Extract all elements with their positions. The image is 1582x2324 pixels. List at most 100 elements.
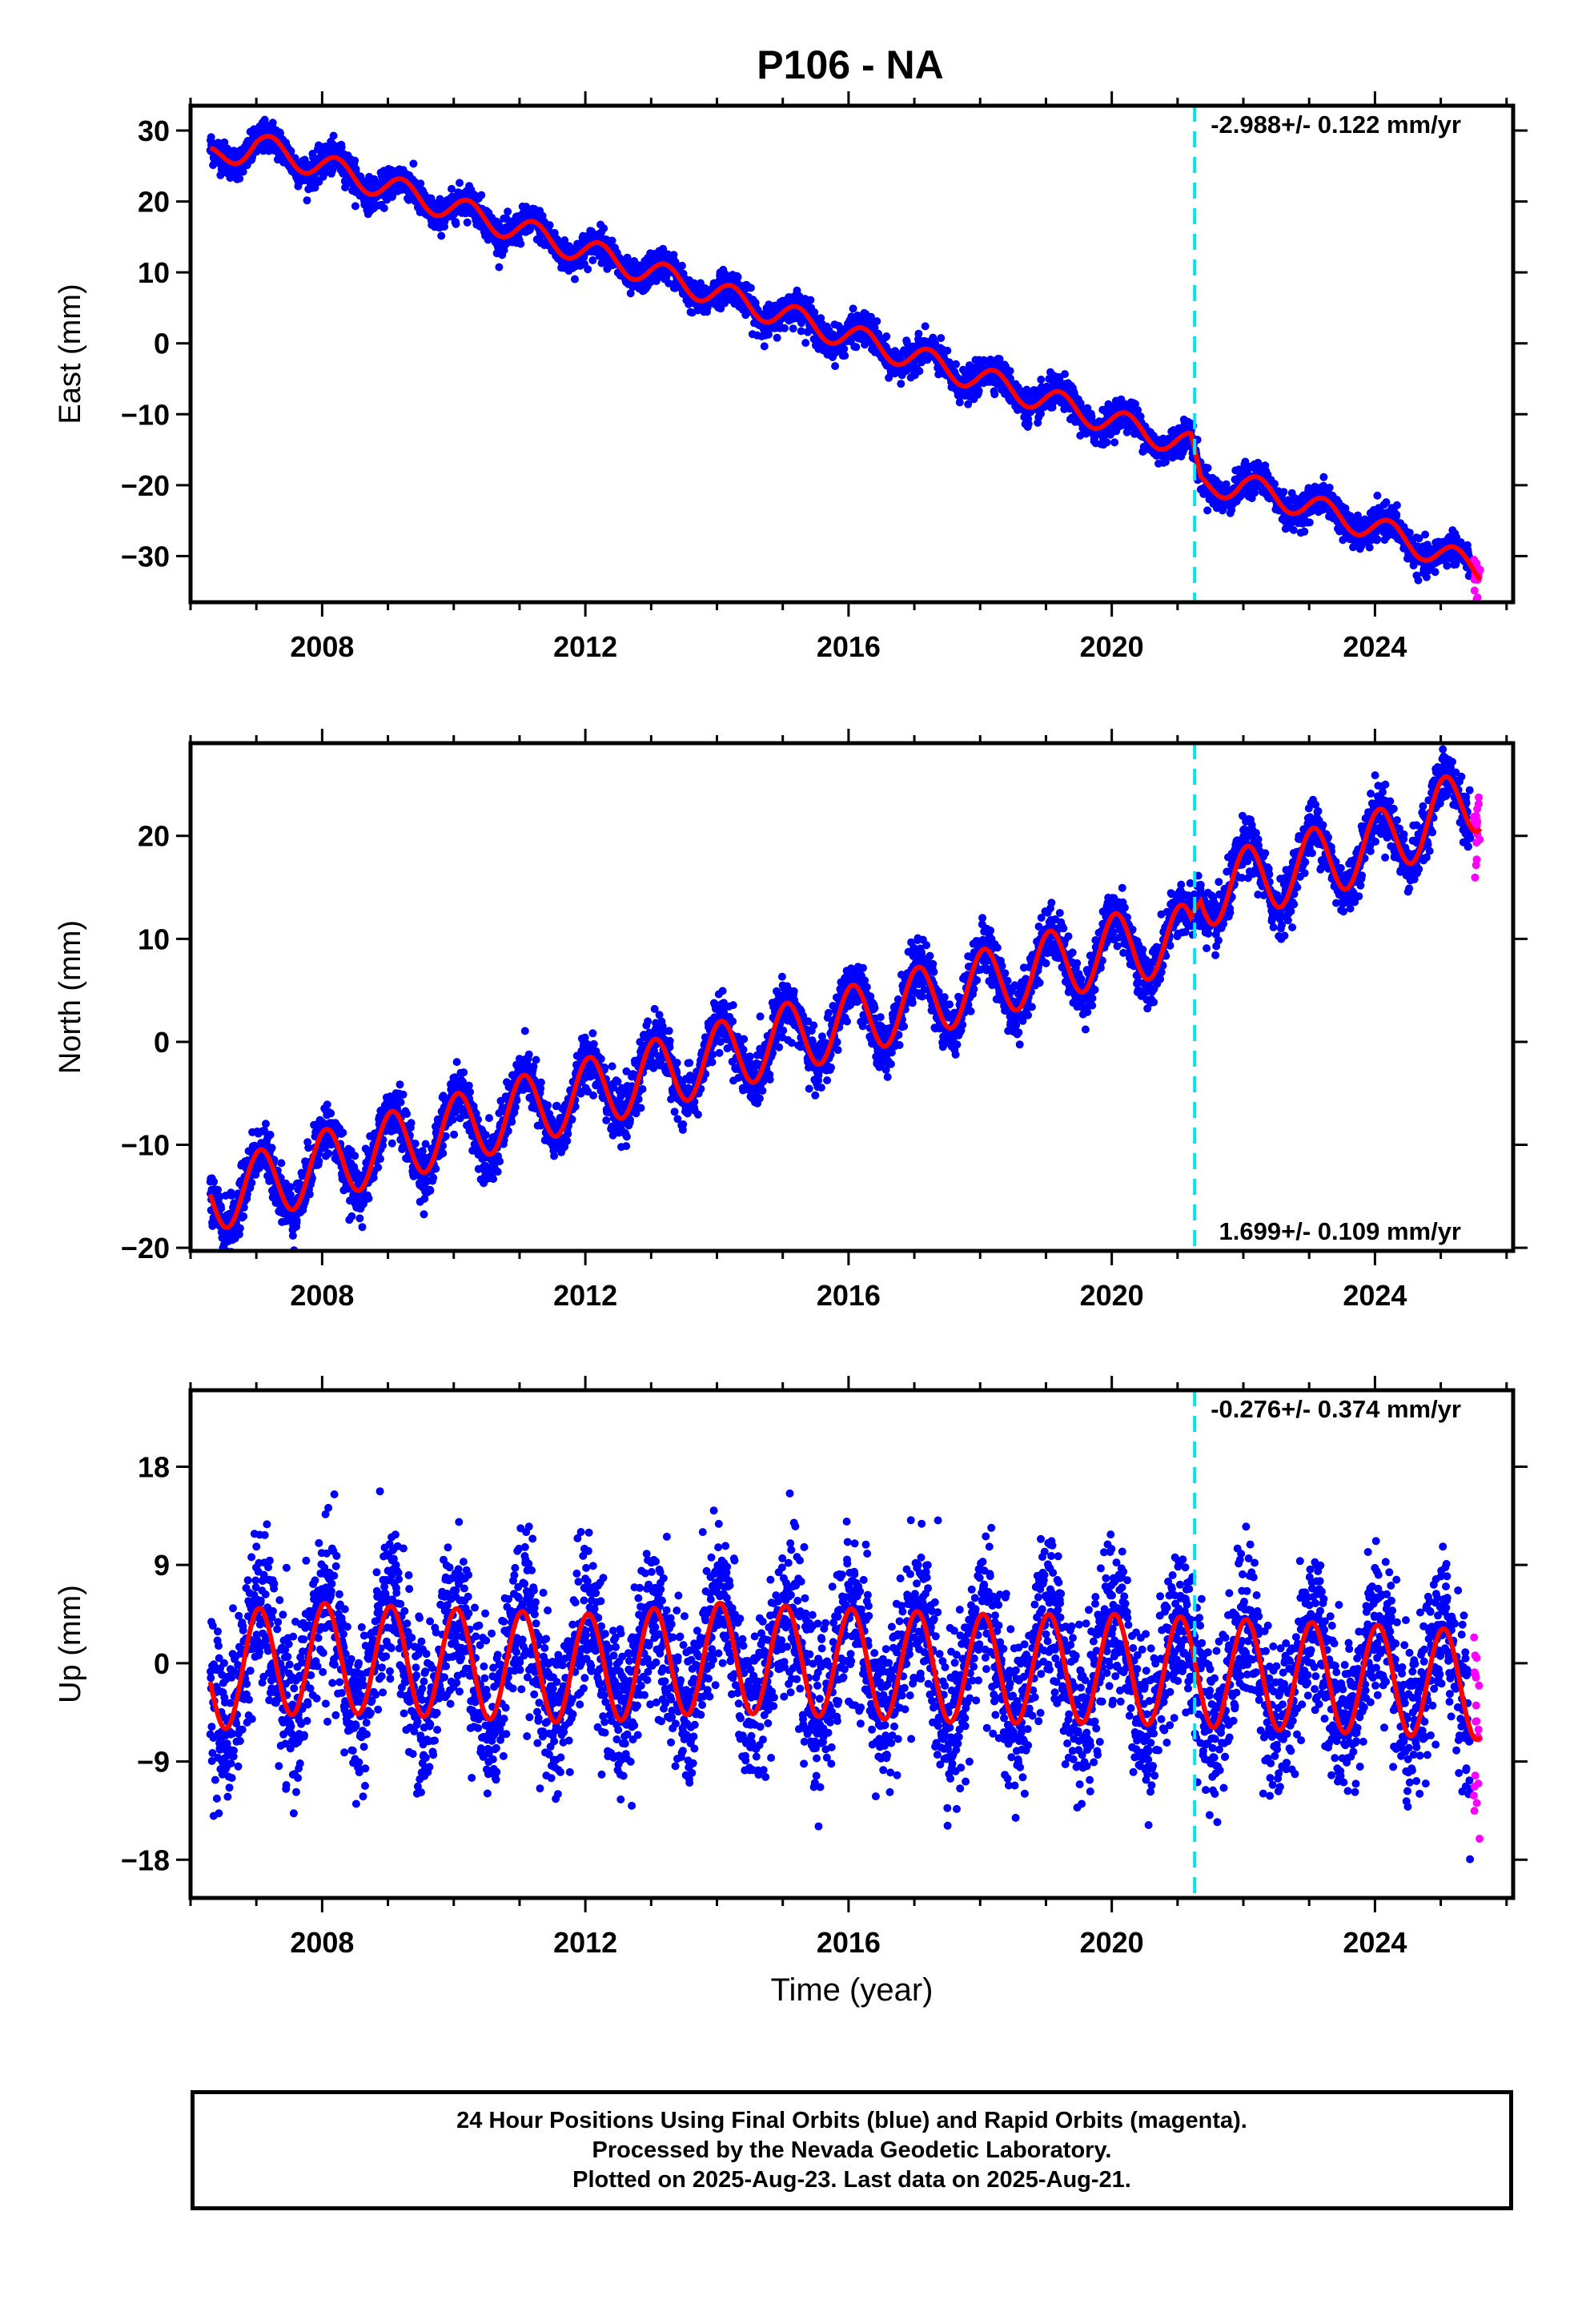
- data-point: [456, 179, 464, 187]
- data-point: [463, 218, 472, 227]
- data-point: [990, 390, 999, 399]
- data-point: [1203, 506, 1212, 515]
- data-point: [937, 334, 946, 343]
- y-tick-label: −10: [121, 398, 170, 431]
- data-point: [311, 183, 319, 192]
- data-point: [746, 283, 755, 292]
- data-point: [914, 329, 923, 338]
- data-point: [1037, 376, 1046, 384]
- data-point: [608, 236, 616, 245]
- data-point: [452, 219, 460, 228]
- data-point: [841, 352, 849, 360]
- data-point: [764, 330, 773, 339]
- data-point: [266, 1131, 275, 1139]
- data-point: [952, 360, 960, 368]
- data-point: [516, 239, 525, 248]
- data-point: [235, 175, 244, 183]
- data-point: [849, 304, 857, 313]
- y-tick-label: 10: [138, 256, 170, 289]
- data-point: [1162, 457, 1170, 466]
- data-point: [1024, 420, 1033, 428]
- data-point: [588, 256, 597, 264]
- data-point: [1325, 484, 1334, 492]
- data-point: [1443, 561, 1452, 570]
- data-point: [1392, 510, 1401, 519]
- data-point: [1422, 573, 1431, 581]
- data-point: [665, 279, 673, 287]
- final-orbits-dots: [206, 115, 1475, 585]
- data-point: [1110, 438, 1119, 447]
- data-point: [545, 221, 554, 230]
- data-point: [416, 179, 425, 188]
- data-point: [760, 342, 769, 351]
- y-tick-label: 30: [138, 115, 170, 147]
- y-tick-label: 20: [138, 186, 170, 219]
- data-point: [477, 191, 486, 199]
- data-point: [277, 1159, 286, 1168]
- rate-label: -2.988+/- 0.122 mm/yr: [1211, 111, 1461, 139]
- data-point: [351, 202, 359, 211]
- data-point: [500, 246, 508, 255]
- data-point: [915, 367, 924, 376]
- data-point: [239, 167, 247, 176]
- data-point: [379, 203, 388, 212]
- data-point: [600, 224, 608, 233]
- data-point: [494, 219, 503, 228]
- data-point: [239, 1212, 248, 1220]
- final-orbits-dots: [206, 745, 1475, 1251]
- data-point: [921, 322, 930, 331]
- data-point: [1373, 535, 1382, 544]
- data-point: [1405, 529, 1414, 537]
- y-tick-label: 0: [154, 328, 170, 360]
- data-point: [1300, 527, 1309, 536]
- data-point: [1271, 480, 1279, 489]
- data-point: [495, 263, 504, 271]
- data-point: [1365, 543, 1374, 552]
- data-point: [504, 207, 512, 216]
- data-point: [220, 138, 229, 147]
- x-tick-label: 2016: [817, 630, 881, 663]
- data-point: [247, 1178, 256, 1187]
- data-point: [351, 156, 359, 165]
- data-point: [409, 159, 418, 168]
- data-point: [882, 332, 891, 340]
- data-point: [897, 380, 905, 388]
- data-point: [1289, 525, 1298, 534]
- data-point: [571, 275, 579, 283]
- data-point: [677, 261, 686, 270]
- data-point: [268, 119, 277, 127]
- data-point: [1392, 501, 1401, 509]
- data-point: [974, 386, 983, 395]
- data-point: [584, 265, 592, 274]
- x-tick-label: 2020: [1080, 630, 1144, 663]
- data-point: [207, 133, 215, 142]
- data-point: [773, 333, 781, 342]
- data-point: [1319, 472, 1328, 481]
- x-tick-label: 2008: [290, 630, 354, 663]
- data-point: [329, 131, 338, 140]
- data-point: [303, 196, 311, 205]
- x-tick-label: 2012: [553, 630, 617, 663]
- data-point: [1279, 488, 1288, 497]
- data-point: [873, 317, 881, 326]
- data-point: [210, 1177, 219, 1186]
- data-point: [337, 143, 346, 151]
- data-point: [1414, 576, 1423, 585]
- y-axis-label: East (mm): [54, 283, 87, 424]
- data-point: [831, 362, 840, 371]
- data-point: [1373, 491, 1382, 500]
- data-point: [806, 296, 815, 304]
- data-point: [669, 251, 678, 259]
- rapid-point: [1470, 586, 1479, 595]
- data-point: [437, 231, 446, 240]
- data-point: [1061, 370, 1069, 379]
- data-point: [235, 1224, 244, 1232]
- data-point: [1006, 367, 1014, 376]
- east-panel: 2008 2012 2016 2020 20243020100−10−20−30East…: [54, 91, 1528, 663]
- data-point: [733, 272, 742, 281]
- data-point: [560, 236, 569, 244]
- data-point: [288, 1232, 297, 1240]
- data-point: [550, 228, 559, 237]
- data-point: [1431, 568, 1439, 577]
